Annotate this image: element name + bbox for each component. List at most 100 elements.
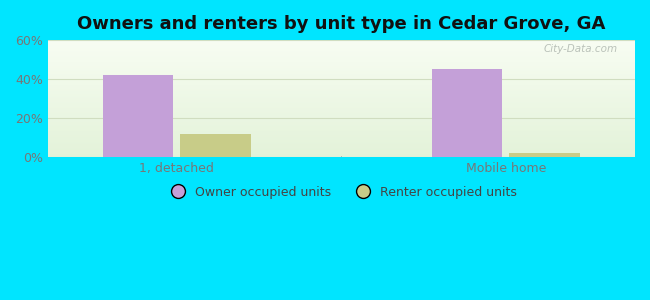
Bar (47, 131, 635, 132)
Bar (47, 143, 635, 144)
Bar (47, 78, 635, 79)
Bar (47, 155, 635, 156)
Bar (47, 106, 635, 107)
Bar (47, 93, 635, 94)
Bar (47, 76, 635, 77)
Bar (47, 117, 635, 118)
Bar (47, 47, 635, 48)
Bar (47, 41, 635, 42)
Bar (47, 57, 635, 58)
Bar (47, 90, 635, 91)
Bar (47, 102, 635, 103)
Bar (47, 59, 635, 60)
Bar (47, 134, 635, 135)
Bar (510, 153, 580, 157)
Bar (47, 83, 635, 84)
Bar (47, 69, 635, 70)
Bar (47, 87, 635, 88)
Bar (47, 81, 635, 82)
Bar (47, 52, 635, 53)
Bar (47, 70, 635, 71)
Bar (47, 118, 635, 119)
Bar (47, 63, 635, 64)
Bar (47, 137, 635, 138)
Bar (47, 91, 635, 92)
Bar (47, 71, 635, 72)
Bar (47, 140, 635, 141)
Bar (47, 145, 635, 146)
Bar (47, 98, 635, 99)
Bar (47, 42, 635, 43)
Bar (47, 58, 635, 59)
Bar (47, 88, 635, 89)
Bar (47, 124, 635, 125)
Bar (47, 49, 635, 50)
Bar (47, 75, 635, 76)
Bar (47, 154, 635, 155)
Bar (47, 109, 635, 110)
Bar (47, 129, 635, 130)
Bar (47, 112, 635, 113)
Bar (47, 126, 635, 127)
Bar (47, 146, 635, 147)
Bar (47, 101, 635, 102)
Bar (47, 148, 635, 149)
Bar (47, 85, 635, 86)
Bar (47, 89, 635, 90)
Bar (47, 103, 635, 104)
Bar (47, 113, 635, 114)
Bar (47, 105, 635, 106)
Bar (47, 56, 635, 57)
Bar (47, 54, 635, 55)
Title: Owners and renters by unit type in Cedar Grove, GA: Owners and renters by unit type in Cedar… (77, 15, 606, 33)
Bar (47, 72, 635, 73)
Bar (47, 50, 635, 51)
Bar (47, 43, 635, 44)
Bar (47, 122, 635, 123)
Bar (47, 68, 635, 69)
Bar (47, 94, 635, 95)
Bar (47, 152, 635, 153)
Bar (47, 121, 635, 122)
Bar (47, 123, 635, 124)
Bar (47, 156, 635, 157)
Bar (47, 100, 635, 101)
Text: City-Data.com: City-Data.com (543, 44, 618, 54)
Bar (47, 86, 635, 87)
Bar (47, 141, 635, 142)
Bar (47, 51, 635, 52)
Bar (47, 151, 635, 152)
Bar (47, 95, 635, 96)
Bar (47, 133, 635, 134)
Bar (47, 111, 635, 112)
Bar (47, 119, 635, 120)
Bar (47, 45, 635, 46)
Bar (47, 40, 635, 41)
Bar (47, 53, 635, 54)
Bar (47, 79, 635, 80)
Bar (47, 74, 635, 75)
Bar (47, 142, 635, 143)
Bar (47, 92, 635, 93)
Bar (47, 61, 635, 62)
Bar (47, 120, 635, 121)
Bar (47, 44, 635, 45)
Bar (47, 108, 635, 109)
Bar (47, 149, 635, 150)
Bar (47, 144, 635, 145)
Bar (47, 138, 635, 139)
Bar (47, 135, 635, 136)
Bar (47, 130, 635, 131)
Bar (47, 67, 635, 68)
Bar (47, 64, 635, 65)
Bar (47, 136, 635, 137)
Bar (47, 150, 635, 151)
Bar (47, 80, 635, 81)
Bar (47, 128, 635, 129)
Bar (47, 139, 635, 140)
Bar (47, 99, 635, 100)
Bar (47, 62, 635, 63)
Bar (432, 69, 502, 157)
Bar (47, 116, 635, 117)
Bar (47, 125, 635, 126)
